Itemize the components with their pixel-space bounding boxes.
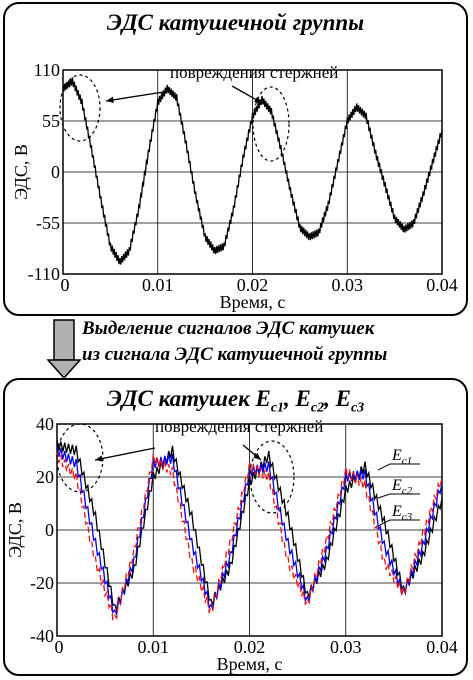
chart1-y-tick-label: 110 [34,60,60,80]
chart1-damage-ellipse [59,74,101,142]
chart1-y-tick-label: -55 [36,213,60,233]
chart2: 0 0.01 0.02 0.03 0.04 40 20 0 -20 -40 Время, с ЭДС,… [5,414,458,674]
legend-subscript: c3 [402,511,413,523]
chart1-x-tick-label: 0 [61,275,70,295]
chart2-x-tick-label: 0 [55,637,64,657]
chart1-annotation-arrow [105,90,171,102]
chart1-series-line-0 [62,77,443,265]
chart2-y-tick-label: 0 [45,520,54,540]
chart2-title: ЭДС катушек Ec1, Ec2, Ec3 [106,386,365,416]
chart1-x-tick-label: 0.04 [426,275,458,295]
legend-subscript: c1 [402,455,412,467]
chart2-series-line-2 [56,450,443,622]
chart2-x-tick-label: 0.01 [138,637,170,657]
chart1-title: ЭДС катушечной группы [106,10,365,35]
chart2-y-tick-label: 40 [36,414,54,434]
down-arrow-icon [46,319,82,380]
chart2-damage-ellipse [249,440,295,514]
chart1-x-tick-label: 0.03 [332,275,364,295]
chart2-annotation-arrowhead [253,452,261,460]
chart1-y-axis-label: ЭДС, В [11,144,31,200]
legend-leader-line [377,519,391,527]
chart1: 0 0.01 0.02 0.03 0.04 110 55 0 -55 -110 Время, с ЭД… [11,60,458,312]
chart2-annotation-label: повреждения стержней [155,417,323,436]
chart1-y-tick-label: -110 [28,264,60,284]
chart2-annotation-arrowhead [95,455,103,462]
chart1-y-tick-label: 0 [51,162,60,182]
chart2-x-tick-label: 0.02 [234,637,266,657]
chart1-damage-ellipse [252,86,290,162]
chart1-x-tick-label: 0.02 [237,275,269,295]
chart1-annotation-arrowhead [106,96,114,103]
chart2-x-axis-label: Время, с [217,654,283,674]
legend-subscript: c2 [402,485,413,497]
mid-caption-line2: из сигнала ЭДС катушечной группы [82,344,388,365]
mid-caption-line1: Выделение сигналов ЭДС катушек [82,318,375,339]
chart1-annotation-arrowhead [254,96,262,103]
chart2-x-tick-label: 0.04 [426,637,458,657]
chart2-annotation-arrow [94,447,156,461]
chart1-x-tick-label: 0.01 [142,275,174,295]
chart2-x-tick-label: 0.03 [330,637,362,657]
chart1-annotation-label: повреждения стержней [170,63,338,82]
legend-leader-line [377,463,391,471]
chart2-y-tick-label: -40 [30,626,54,646]
chart2-y-axis-label: ЭДС, В [5,502,25,558]
chart1-x-axis-label: Время, с [220,292,286,312]
chart1-y-tick-label: 55 [42,111,60,131]
legend-leader-line [377,493,391,499]
chart2-y-tick-label: -20 [30,573,54,593]
chart2-y-tick-label: 20 [36,467,54,487]
